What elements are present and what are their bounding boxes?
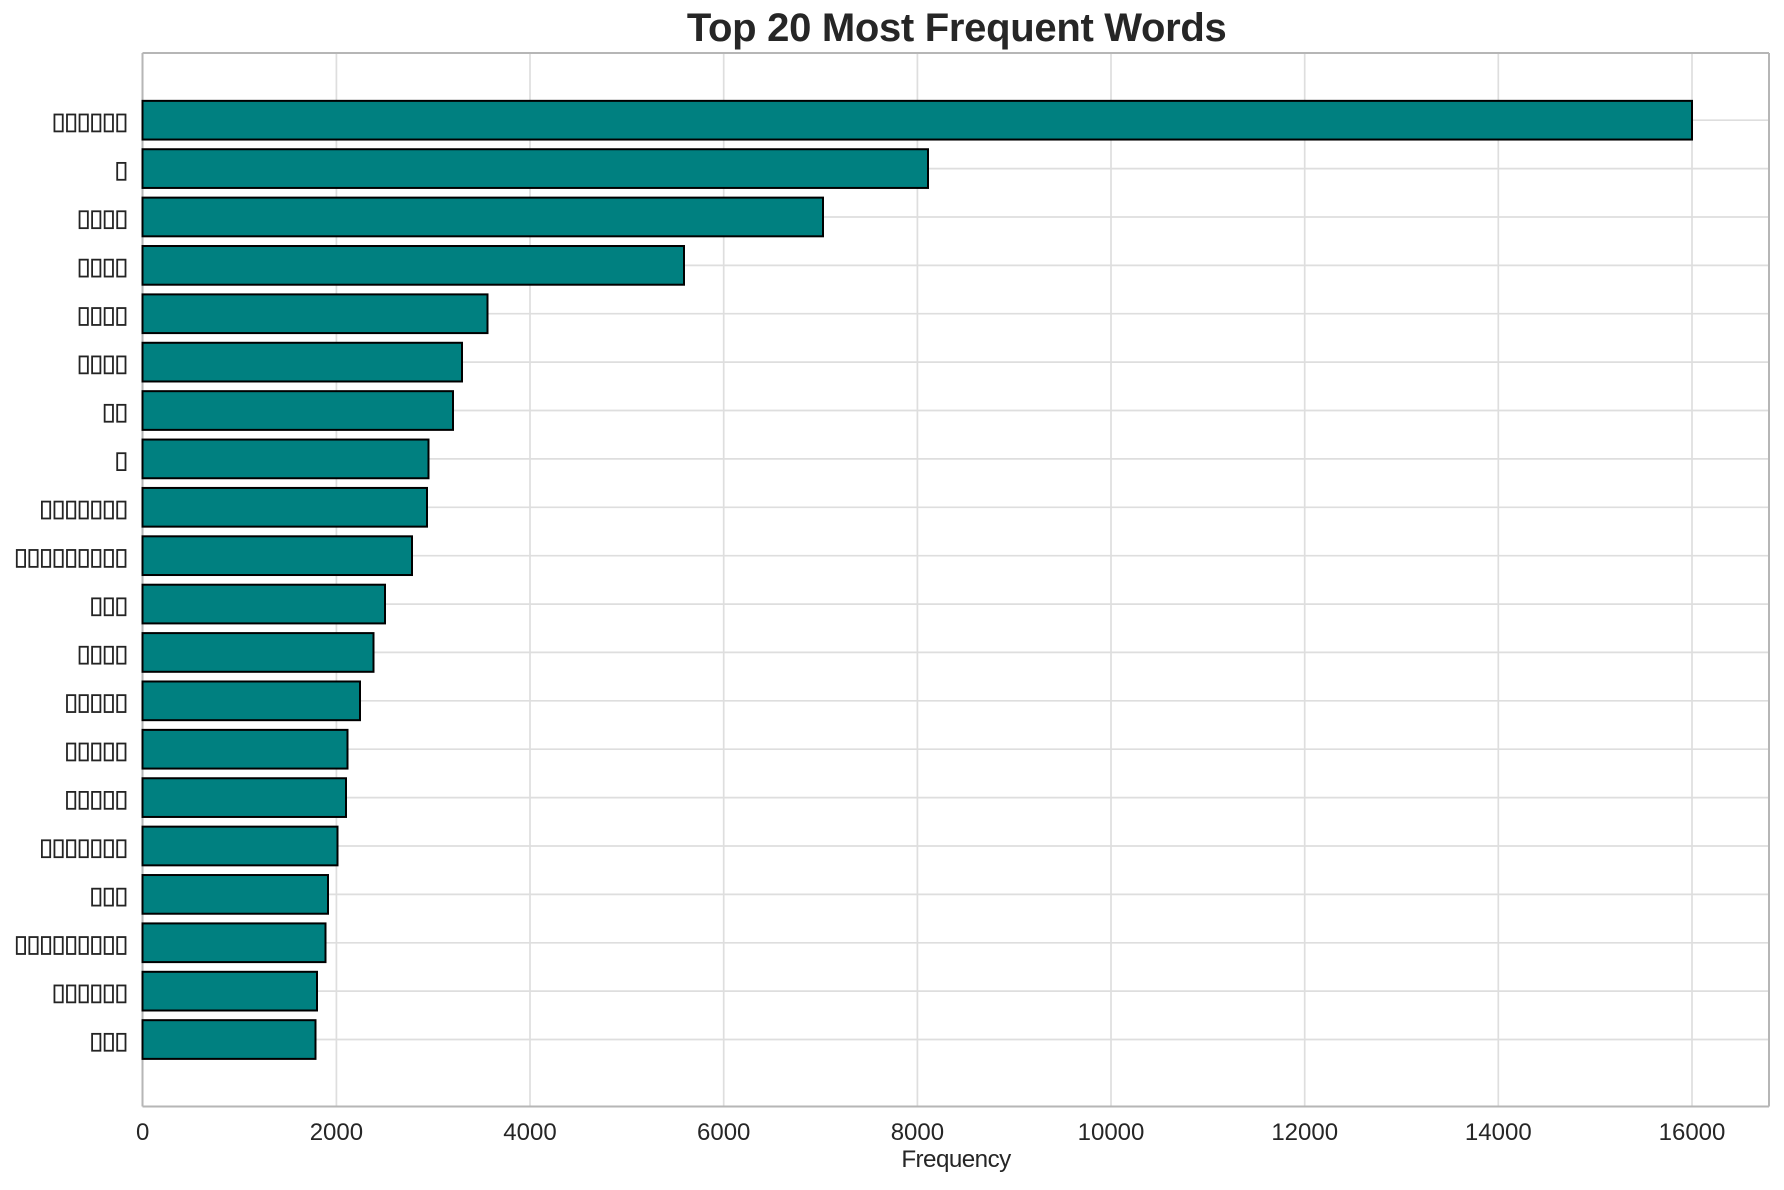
svg-text:12000: 12000 bbox=[1271, 1119, 1338, 1146]
svg-text:6000: 6000 bbox=[697, 1119, 750, 1146]
svg-text:Frequency: Frequency bbox=[901, 1146, 1012, 1173]
svg-text:0: 0 bbox=[136, 1119, 149, 1146]
svg-text:2000: 2000 bbox=[310, 1119, 363, 1146]
svg-text:14000: 14000 bbox=[1465, 1119, 1532, 1146]
svg-text:16000: 16000 bbox=[1659, 1119, 1726, 1146]
svg-text:8000: 8000 bbox=[891, 1119, 944, 1146]
svg-text:Top 20 Most Frequent Words: Top 20 Most Frequent Words bbox=[687, 6, 1227, 50]
svg-text:4000: 4000 bbox=[503, 1119, 556, 1146]
svg-text:10000: 10000 bbox=[1078, 1119, 1145, 1146]
